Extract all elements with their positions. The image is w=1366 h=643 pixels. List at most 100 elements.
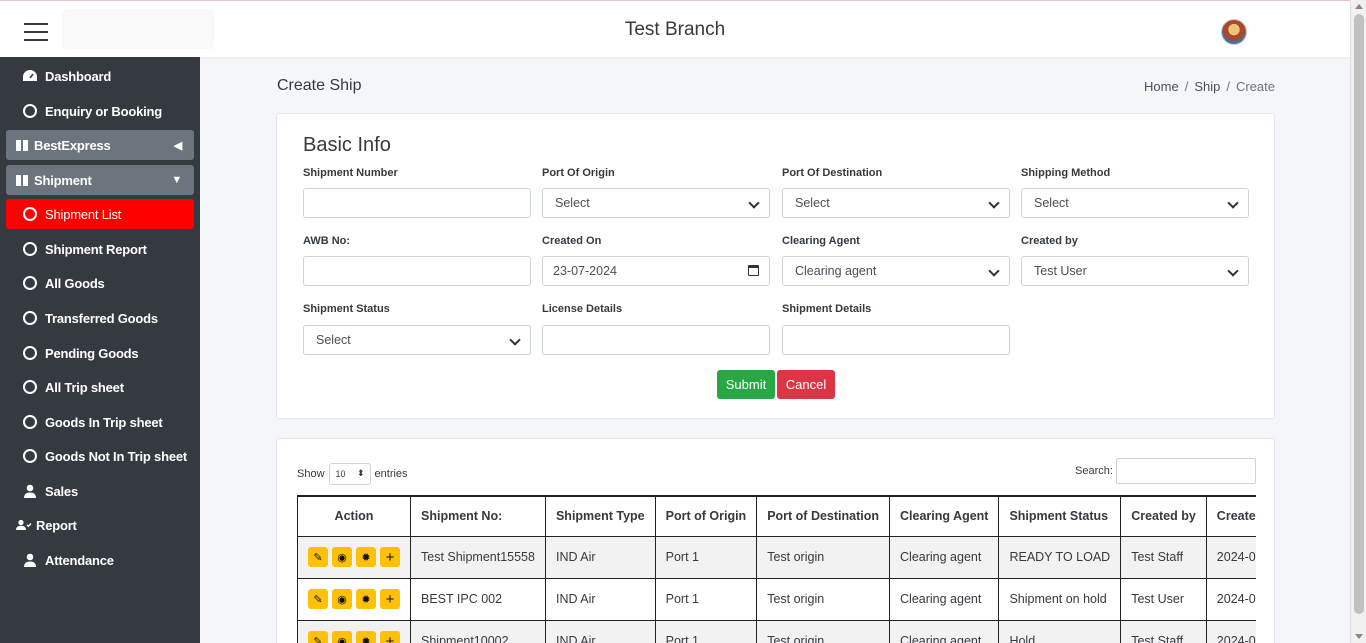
page-scrollbar[interactable] bbox=[1350, 0, 1366, 643]
users-icon bbox=[16, 517, 32, 533]
column-header[interactable]: Created by bbox=[1120, 495, 1207, 537]
show-label: Show bbox=[297, 468, 325, 480]
sidebar-item-transferred-goods[interactable]: Transferred Goods bbox=[6, 303, 194, 333]
awb-no-label: AWB No: bbox=[303, 235, 351, 247]
port-of-destination-label: Port Of Destination bbox=[782, 167, 883, 179]
awb-no-input[interactable] bbox=[303, 256, 531, 286]
sidebar-item-label: All Trip sheet bbox=[45, 379, 124, 395]
column-header[interactable]: Port of Origin bbox=[654, 495, 758, 537]
table-cell: IND Air bbox=[544, 535, 656, 579]
circle-icon bbox=[22, 241, 38, 257]
sidebar-item-attendance[interactable]: Attendance bbox=[6, 545, 194, 575]
created-by-select[interactable]: Test User bbox=[1021, 256, 1249, 286]
sidebar-item-shipment-list[interactable]: Shipment List bbox=[6, 199, 194, 229]
sidebar: Dashboard Enquiry or Booking BestExpress… bbox=[0, 57, 200, 643]
circle-icon bbox=[22, 379, 38, 395]
column-header[interactable]: Port of Destination bbox=[756, 495, 891, 537]
column-header[interactable]: Shipment Type bbox=[544, 495, 656, 537]
sidebar-item-label: Attendance bbox=[45, 552, 114, 568]
sidebar-item-shipment-report[interactable]: Shipment Report bbox=[6, 234, 194, 264]
column-header[interactable]: Shipment No: bbox=[410, 495, 546, 537]
select-value: Select bbox=[795, 196, 830, 210]
edit-icon[interactable]: ✎ bbox=[308, 547, 328, 567]
license-details-input[interactable] bbox=[542, 325, 770, 355]
breadcrumb-home[interactable]: Home bbox=[1144, 79, 1179, 94]
circle-icon bbox=[22, 275, 38, 291]
sidebar-item-sales[interactable]: Sales bbox=[6, 476, 194, 506]
sidebar-item-label: Transferred Goods bbox=[45, 310, 158, 326]
add-icon[interactable]: + bbox=[380, 589, 400, 609]
created-on-label: Created On bbox=[542, 235, 602, 247]
select-value: Select bbox=[1034, 196, 1069, 210]
sidebar-item-goods-in-trip-sheet[interactable]: Goods In Trip sheet bbox=[6, 407, 194, 437]
view-icon[interactable]: ◉ bbox=[332, 631, 352, 643]
sidebar-item-report[interactable]: Report bbox=[6, 510, 194, 540]
table-cell: Test origin bbox=[756, 577, 891, 621]
sidebar-item-bestexpress[interactable]: BestExpress ◀ bbox=[6, 130, 194, 160]
settings-icon[interactable]: ✹ bbox=[356, 547, 376, 567]
page-length-select[interactable]: 10 bbox=[328, 463, 371, 485]
sidebar-item-shipment[interactable]: Shipment ▼ bbox=[6, 165, 194, 195]
search-label: Search: bbox=[1075, 465, 1113, 477]
add-icon[interactable]: + bbox=[380, 547, 400, 567]
sidebar-item-dashboard[interactable]: Dashboard bbox=[6, 61, 194, 91]
table-cell: Test Staff bbox=[1120, 535, 1207, 579]
book-icon bbox=[14, 137, 30, 153]
sidebar-item-enquiry[interactable]: Enquiry or Booking bbox=[6, 96, 194, 126]
menu-toggle-icon[interactable] bbox=[24, 23, 48, 43]
select-value: Clearing agent bbox=[795, 264, 877, 278]
shipment-status-label: Shipment Status bbox=[303, 303, 390, 315]
date-value: 23-07-2024 bbox=[553, 264, 617, 278]
settings-icon[interactable]: ✹ bbox=[356, 589, 376, 609]
shipment-table: Action Shipment No: Shipment Type Port o… bbox=[297, 495, 1256, 643]
column-header[interactable]: Created On bbox=[1205, 495, 1256, 537]
sidebar-item-label: Goods In Trip sheet bbox=[45, 414, 163, 430]
card-heading: Basic Info bbox=[303, 134, 391, 156]
shipping-method-select[interactable]: Select bbox=[1021, 188, 1249, 218]
view-icon[interactable]: ◉ bbox=[332, 589, 352, 609]
column-header[interactable]: Shipment Status bbox=[998, 495, 1122, 537]
chevron-left-icon: ◀ bbox=[173, 139, 182, 152]
shipment-number-label: Shipment Number bbox=[303, 167, 398, 179]
sidebar-item-all-trip-sheet[interactable]: All Trip sheet bbox=[6, 372, 194, 402]
view-icon[interactable]: ◉ bbox=[332, 547, 352, 567]
submit-button[interactable]: Submit bbox=[717, 370, 775, 399]
settings-icon[interactable]: ✹ bbox=[356, 631, 376, 643]
shipment-status-select[interactable]: Select bbox=[303, 325, 531, 355]
shipment-number-input[interactable] bbox=[303, 188, 531, 218]
sidebar-item-label: Shipment List bbox=[45, 206, 122, 222]
column-header[interactable]: Clearing Agent bbox=[889, 495, 1000, 537]
column-header[interactable]: Action bbox=[297, 495, 411, 537]
license-details-label: License Details bbox=[542, 303, 623, 315]
calendar-icon[interactable] bbox=[748, 265, 759, 276]
sidebar-item-all-goods[interactable]: All Goods bbox=[6, 268, 194, 298]
sidebar-item-pending-goods[interactable]: Pending Goods bbox=[6, 338, 194, 368]
shipment-details-input[interactable] bbox=[782, 325, 1010, 355]
clearing-agent-select[interactable]: Clearing agent bbox=[782, 256, 1010, 286]
port-of-origin-select[interactable]: Select bbox=[542, 188, 770, 218]
table-cell: Port 1 bbox=[654, 577, 758, 621]
table-cell: IND Air bbox=[544, 577, 656, 621]
table-cell: Hold bbox=[998, 619, 1122, 643]
edit-icon[interactable]: ✎ bbox=[308, 631, 328, 643]
breadcrumb-ship[interactable]: Ship bbox=[1194, 79, 1221, 94]
dashboard-icon bbox=[22, 68, 38, 84]
entries-label: entries bbox=[374, 468, 408, 480]
user-icon bbox=[22, 552, 38, 568]
created-by-label: Created by bbox=[1021, 235, 1078, 247]
sidebar-item-goods-not-in-trip-sheet[interactable]: Goods Not In Trip sheet bbox=[6, 441, 194, 471]
add-icon[interactable]: + bbox=[380, 631, 400, 643]
user-avatar[interactable] bbox=[1221, 19, 1247, 45]
table-cell: BEST IPC 002 bbox=[410, 577, 546, 621]
port-of-destination-select[interactable]: Select bbox=[782, 188, 1010, 218]
table-cell: Clearing agent bbox=[889, 619, 1000, 643]
edit-icon[interactable]: ✎ bbox=[308, 589, 328, 609]
cancel-button[interactable]: Cancel bbox=[777, 370, 835, 399]
top-navbar: Test Branch bbox=[0, 0, 1350, 57]
search-input[interactable] bbox=[1116, 458, 1256, 484]
select-value: Test User bbox=[1034, 264, 1087, 278]
shipment-table-card: Show 10 entries Search: Action Shipment … bbox=[276, 438, 1275, 643]
clearing-agent-label: Clearing Agent bbox=[782, 235, 860, 247]
table-row: ✎ ◉ ✹ + Shipment10002 IND Air Port 1 Tes… bbox=[297, 619, 1256, 643]
created-on-date-input[interactable]: 23-07-2024 bbox=[542, 256, 770, 286]
